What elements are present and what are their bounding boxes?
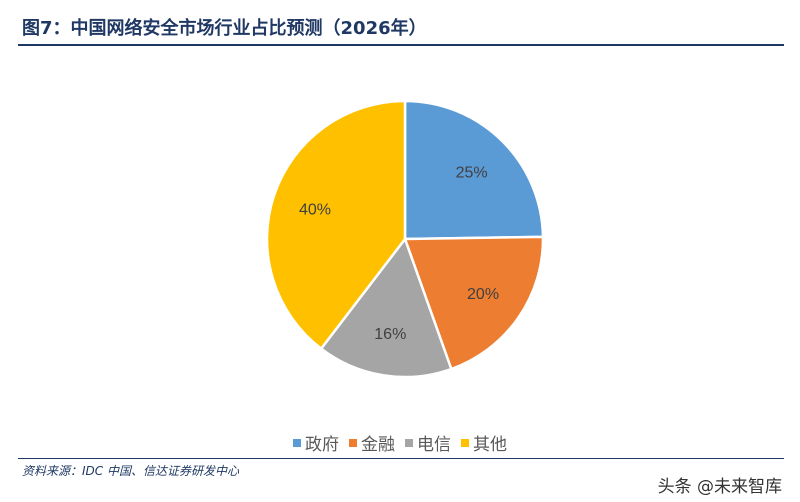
pie-slice-2	[319, 236, 453, 379]
source-divider	[18, 458, 784, 459]
legend-swatch-2	[405, 438, 413, 447]
chart-title: 图7：中国网络安全市场行业占比预测（2026年）	[22, 18, 427, 39]
legend-label-3: 其他	[473, 435, 507, 455]
legend-label-0: 政府	[305, 435, 339, 455]
pie-slice-3	[265, 99, 407, 351]
legend-swatch-3	[461, 438, 469, 447]
pie-slice-1	[403, 235, 545, 371]
legend-swatch-1	[349, 438, 357, 447]
title-divider	[18, 44, 784, 46]
source-note: 资料来源：IDC 中国、信达证券研发中心	[22, 464, 239, 478]
legend-swatch-0	[293, 438, 301, 447]
pie-slice-0	[403, 99, 545, 241]
watermark: 头条 @未来智库	[657, 477, 782, 497]
pie-data-label-2: 16%	[374, 326, 406, 343]
chart-legend: 政府 金融 电信 其他	[0, 430, 800, 455]
pie-chart: 25% 20% 16% 40%	[265, 99, 545, 379]
pie-data-label-3: 40%	[299, 202, 331, 219]
legend-item-0: 政府	[293, 430, 339, 455]
pie-data-label-0: 25%	[456, 164, 488, 181]
legend-item-3: 其他	[461, 430, 507, 455]
pie-data-label-1: 20%	[467, 286, 499, 303]
legend-label-2: 电信	[417, 435, 451, 455]
legend-item-2: 电信	[405, 430, 451, 455]
legend-label-1: 金融	[361, 435, 395, 455]
legend-item-1: 金融	[349, 430, 395, 455]
